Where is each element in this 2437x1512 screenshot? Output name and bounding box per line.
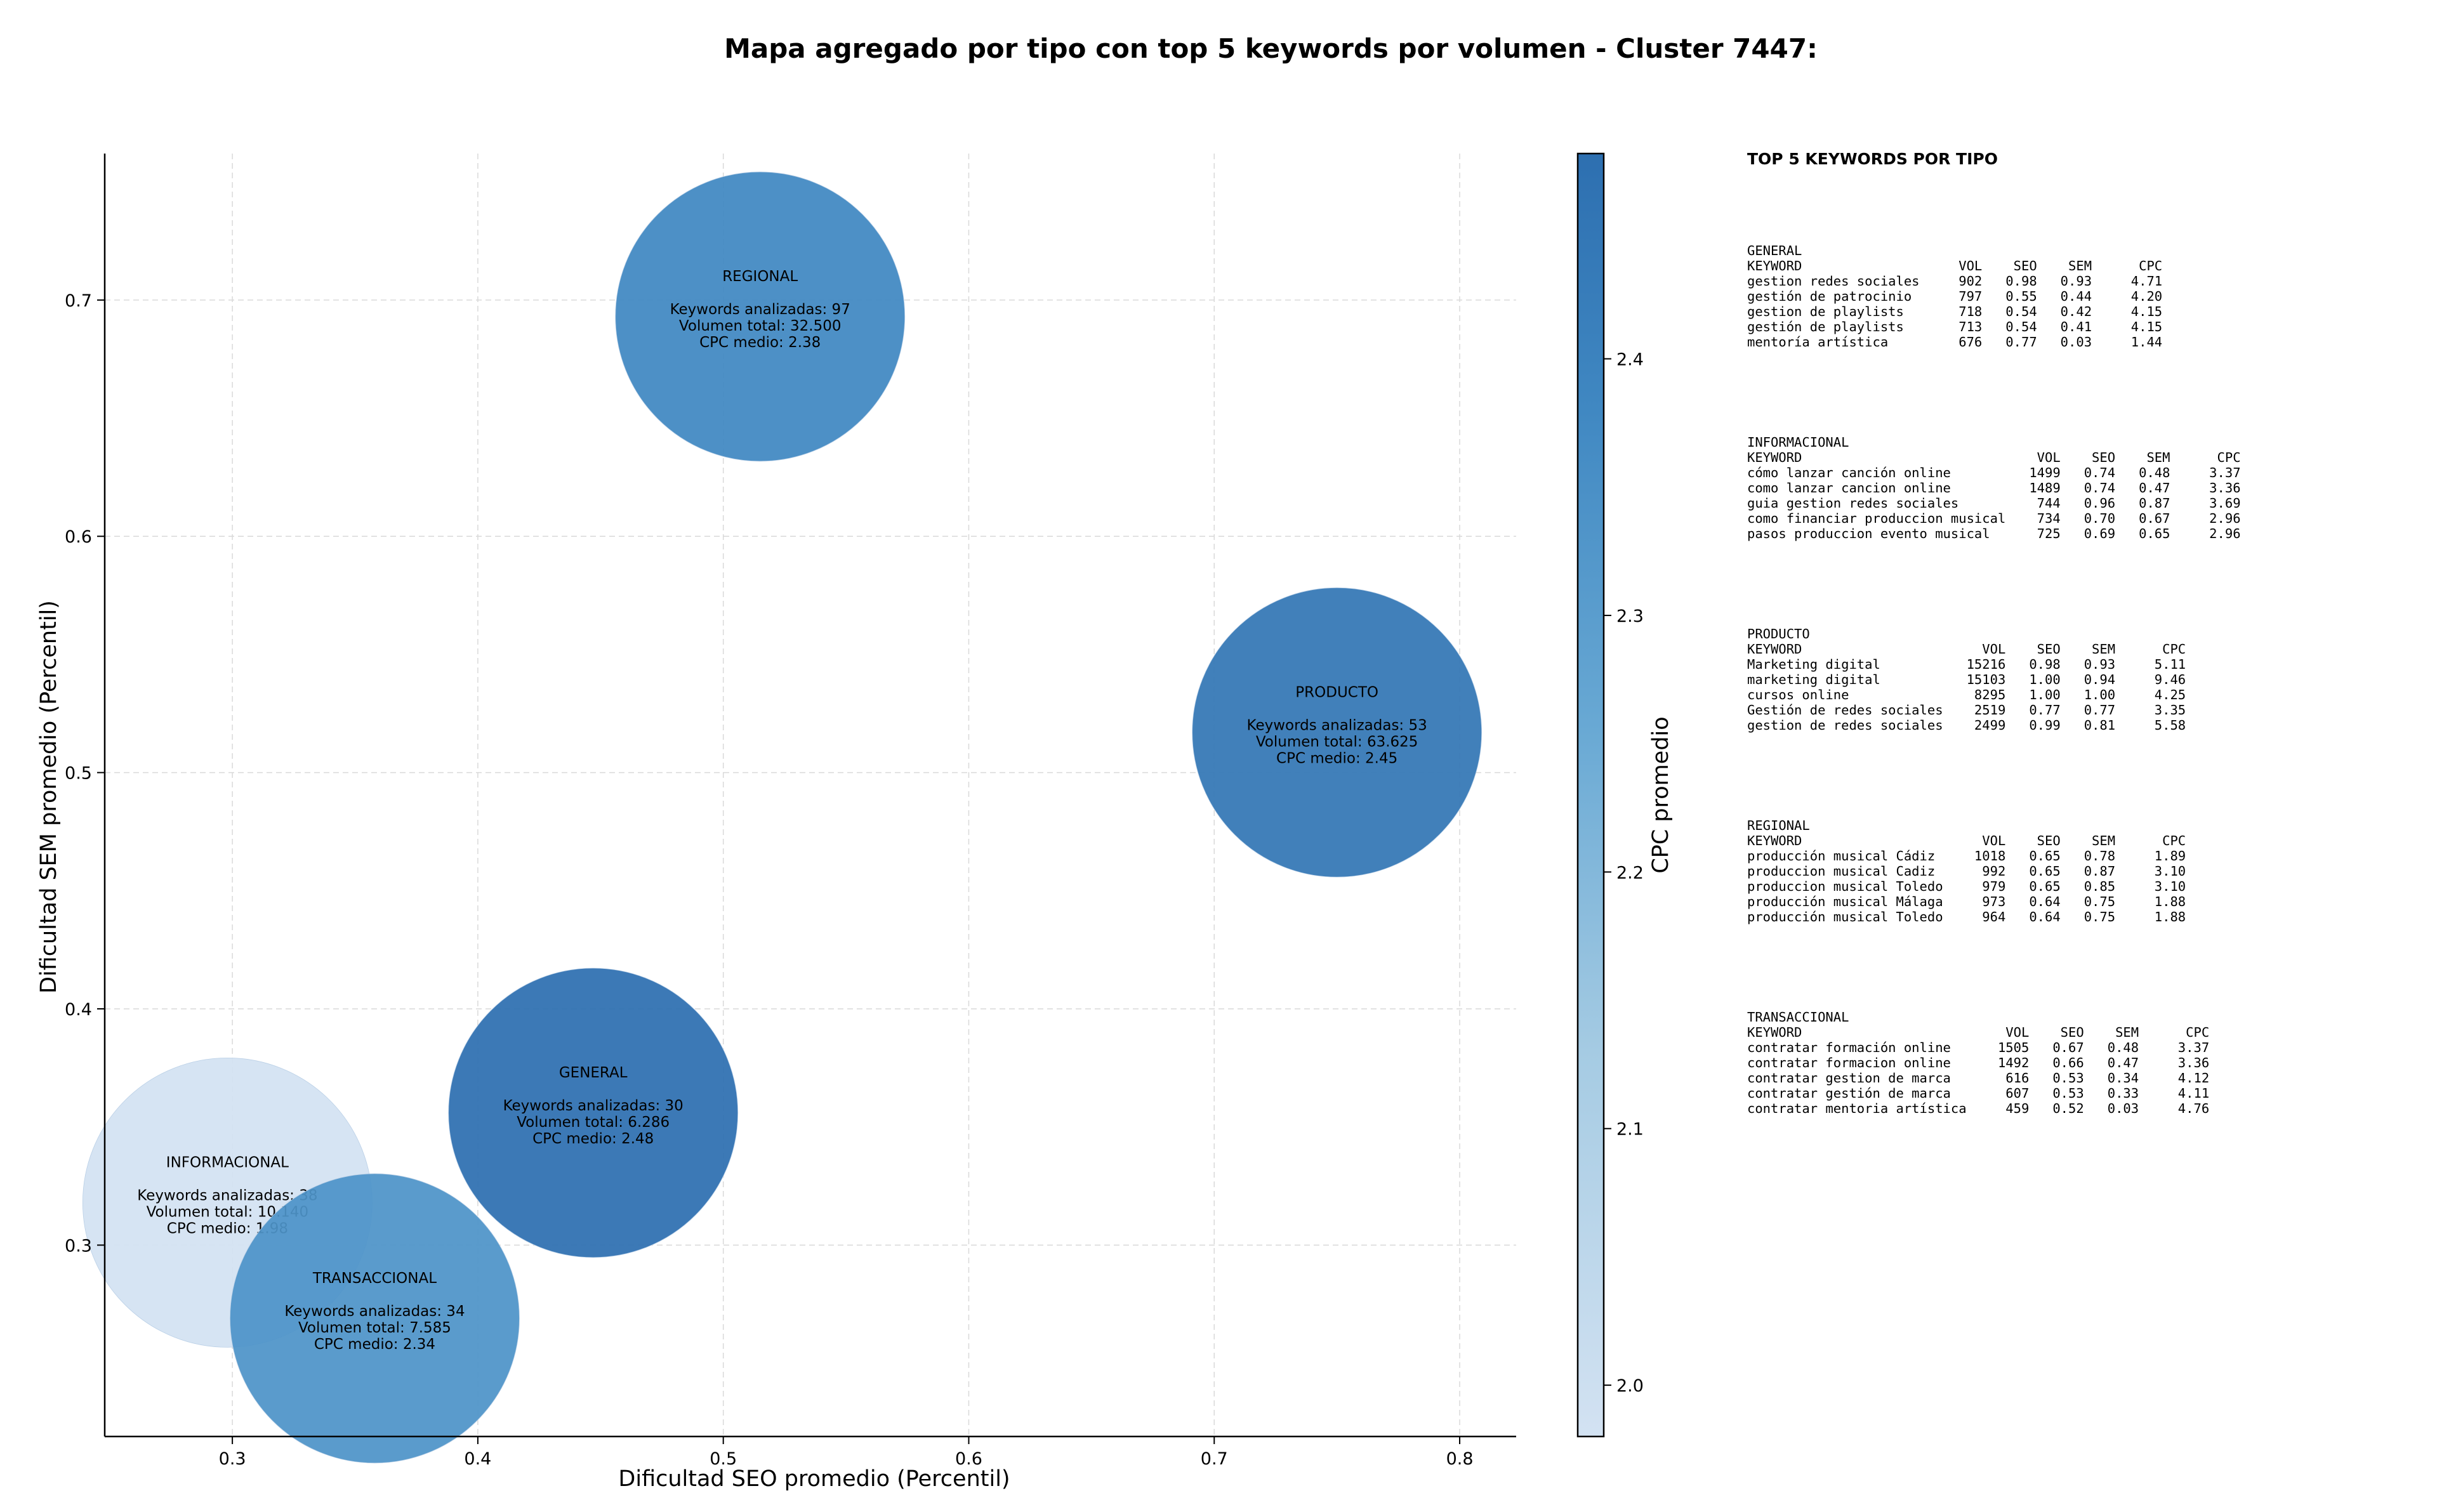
section-row: gestion de redes sociales 2499 0.99 0.81… [1747, 718, 2186, 733]
x-axis-label: Dificultad SEO promedio (Percentil) [618, 1466, 1010, 1492]
section-name: REGIONAL [1747, 818, 1810, 833]
section-row: producción musical Cádiz 1018 0.65 0.78 … [1747, 848, 2186, 864]
section-row: como lanzar cancion online 1489 0.74 0.4… [1747, 480, 2241, 496]
colorbar-tick-label: 2.2 [1616, 863, 1644, 883]
section-row: KEYWORD VOL SEO SEM CPC [1747, 833, 2186, 848]
colorbar-gradient [1576, 152, 1605, 1438]
top-keywords-panel: TOP 5 KEYWORDS POR TIPO GENERAL KEYWORD … [1747, 150, 2420, 1201]
bubble-circle [448, 968, 739, 1258]
colorbar-tick-label: 2.4 [1616, 350, 1644, 370]
section-name: INFORMACIONAL [1747, 435, 1849, 450]
section-row: KEYWORD VOL SEO SEM CPC [1747, 450, 2241, 465]
bubble-cpc-label: CPC medio: 2.34 [314, 1336, 435, 1353]
section-row: cursos online 8295 1.00 1.00 4.25 [1747, 687, 2186, 702]
bubble-name: REGIONAL [722, 268, 798, 285]
keyword-section-regional: REGIONAL KEYWORD VOL SEO SEM CPC producc… [1747, 818, 2420, 924]
bubble-circle [615, 171, 906, 462]
section-row: produccion musical Cadiz 992 0.65 0.87 3… [1747, 864, 2186, 879]
bubble-cpc-label: CPC medio: 2.48 [532, 1131, 654, 1147]
section-row: cómo lanzar canción online 1499 0.74 0.4… [1747, 465, 2241, 480]
section-row: contratar mentoria artística 459 0.52 0.… [1747, 1101, 2210, 1116]
section-row: KEYWORD VOL SEO SEM CPC [1747, 258, 2163, 273]
y-axis-label: Dificultad SEM promedio (Percentil) [36, 600, 62, 994]
section-name: PRODUCTO [1747, 626, 1810, 641]
keyword-section-general: GENERAL KEYWORD VOL SEO SEM CPC gestion … [1747, 243, 2420, 350]
bubble-keywords-label: Keywords analizadas: 97 [670, 301, 850, 318]
panel-title: TOP 5 KEYWORDS POR TIPO [1747, 150, 1998, 168]
keyword-section-informacional: INFORMACIONAL KEYWORD VOL SEO SEM CPC có… [1747, 435, 2420, 541]
section-row: Marketing digital 15216 0.98 0.93 5.11 [1747, 657, 2186, 672]
bubble-keywords-label: Keywords analizadas: 38 [137, 1187, 317, 1204]
colorbar-ticks: 2.0 2.1 2.2 2.3 2.4 [1604, 350, 1644, 1396]
bubble-keywords-label: Keywords analizadas: 30 [503, 1098, 684, 1114]
section-row: gestion redes sociales 902 0.98 0.93 4.7… [1747, 273, 2163, 289]
keyword-section-transaccional: TRANSACCIONAL KEYWORD VOL SEO SEM CPC co… [1747, 1009, 2420, 1116]
section-row: producción musical Málaga 973 0.64 0.75 … [1747, 894, 2186, 909]
axes: 0.3 0.4 0.5 0.6 0.7 0.8 0.3 0.4 0.5 0.6 0.7 [65, 154, 1516, 1469]
bubble-volume-label: Volumen total: 63.625 [1256, 733, 1418, 750]
section-name: TRANSACCIONAL [1747, 1009, 1849, 1025]
section-row: gestion de playlists 718 0.54 0.42 4.15 [1747, 304, 2163, 319]
bubble-name: TRANSACCIONAL [312, 1270, 437, 1287]
bubble-circle [1192, 587, 1483, 878]
x-tick-label: 0.4 [464, 1449, 491, 1469]
section-row: Gestión de redes sociales 2519 0.77 0.77… [1747, 702, 2186, 718]
y-tick-label: 0.7 [65, 291, 92, 311]
section-row: gestión de playlists 713 0.54 0.41 4.15 [1747, 319, 2163, 334]
y-tick-label: 0.3 [65, 1236, 92, 1256]
section-row: contratar gestion de marca 616 0.53 0.34… [1747, 1070, 2210, 1086]
y-tick-label: 0.4 [65, 1000, 92, 1020]
bubble-keywords-label: Keywords analizadas: 53 [1247, 717, 1427, 733]
bubble-name: INFORMACIONAL [166, 1154, 289, 1171]
bubble-name: PRODUCTO [1295, 684, 1378, 700]
section-row: contratar gestión de marca 607 0.53 0.33… [1747, 1086, 2210, 1101]
section-row: KEYWORD VOL SEO SEM CPC [1747, 641, 2186, 657]
x-tick-label: 0.7 [1201, 1449, 1228, 1469]
bubble-circle [230, 1173, 520, 1464]
y-tick-label: 0.6 [65, 527, 92, 547]
bubble-cpc-label: CPC medio: 2.45 [1276, 750, 1397, 766]
colorbar-tick-label: 2.1 [1616, 1120, 1644, 1140]
colorbar-tick-label: 2.3 [1616, 607, 1644, 626]
colorbar-tick-label: 2.0 [1616, 1376, 1644, 1396]
section-row: mentoría artística 676 0.77 0.03 1.44 [1747, 334, 2163, 350]
section-row: KEYWORD VOL SEO SEM CPC [1747, 1025, 2210, 1040]
colorbar: 2.0 2.1 2.2 2.3 2.4 CPC promedio [1576, 152, 1674, 1438]
x-tick-label: 0.3 [219, 1449, 246, 1469]
x-tick-label: 0.8 [1446, 1449, 1474, 1469]
section-row: producción musical Toledo 964 0.64 0.75 … [1747, 909, 2186, 924]
bubble-cpc-label: CPC medio: 2.38 [699, 334, 821, 351]
keyword-section-producto: PRODUCTO KEYWORD VOL SEO SEM CPC Marketi… [1747, 626, 2420, 733]
chart-title: Mapa agregado por tipo con top 5 keyword… [724, 33, 1818, 64]
bubble-volume-label: Volumen total: 32.500 [679, 318, 842, 334]
section-row: contratar formación online 1505 0.67 0.4… [1747, 1040, 2210, 1055]
section-row: como financiar produccion musical 734 0.… [1747, 511, 2241, 526]
section-row: contratar formacion online 1492 0.66 0.4… [1747, 1055, 2210, 1070]
section-row: guia gestion redes sociales 744 0.96 0.8… [1747, 496, 2241, 511]
x-tick-label: 0.6 [955, 1449, 982, 1469]
x-tick-label: 0.5 [710, 1449, 737, 1469]
section-row: pasos produccion evento musical 725 0.69… [1747, 526, 2241, 541]
section-row: gestión de patrocinio 797 0.55 0.44 4.20 [1747, 289, 2163, 304]
bubble-transaccional[interactable]: TRANSACCIONAL Keywords analizadas: 34Volu… [230, 1173, 520, 1464]
bubble-name: GENERAL [559, 1065, 628, 1081]
colorbar-label: CPC promedio [1648, 716, 1674, 873]
bubble-volume-label: Volumen total: 6.286 [517, 1114, 670, 1131]
section-row: marketing digital 15103 1.00 0.94 9.46 [1747, 672, 2186, 687]
bubble-volume-label: Volumen total: 7.585 [298, 1320, 451, 1336]
section-row: produccion musical Toledo 979 0.65 0.85 … [1747, 879, 2186, 894]
section-name: GENERAL [1747, 243, 1802, 258]
bubble-keywords-label: Keywords analizadas: 34 [284, 1303, 465, 1320]
y-tick-label: 0.5 [65, 764, 92, 784]
